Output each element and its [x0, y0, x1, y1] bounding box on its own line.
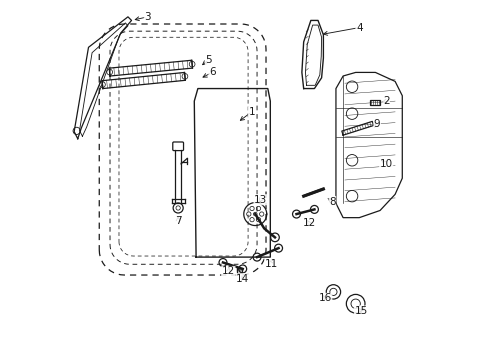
Text: 16: 16: [318, 293, 331, 303]
Text: 8: 8: [328, 197, 335, 207]
Text: 11: 11: [264, 259, 278, 269]
Text: 3: 3: [144, 12, 151, 22]
Text: 7: 7: [175, 216, 181, 226]
Text: 2: 2: [382, 96, 388, 106]
Text: 6: 6: [208, 67, 215, 77]
Text: 12: 12: [221, 266, 235, 276]
Text: 12: 12: [302, 218, 315, 228]
Text: 15: 15: [354, 306, 367, 316]
Bar: [236, 267, 242, 273]
Text: 9: 9: [373, 120, 380, 129]
Text: 10: 10: [379, 159, 392, 169]
Text: 5: 5: [205, 55, 211, 65]
Text: 1: 1: [248, 107, 254, 117]
Bar: [369, 100, 379, 105]
Text: 13: 13: [253, 195, 267, 205]
Text: 14: 14: [236, 274, 249, 284]
Text: 4: 4: [355, 23, 362, 33]
